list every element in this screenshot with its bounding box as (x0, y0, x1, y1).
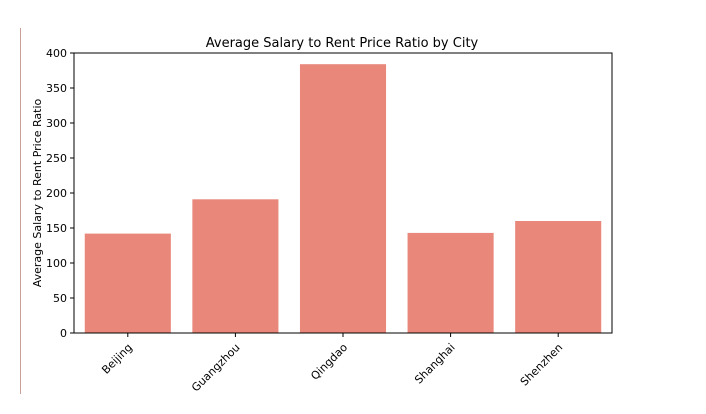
plot-area: 0 50 100 150 200 250 300 350 400 Beijing Guangzhou… (46, 47, 602, 394)
bar-beijing (84, 233, 171, 333)
y-tick-label: 200 (46, 187, 67, 200)
bar-guangzhou (192, 199, 279, 333)
bar-shenzhen (515, 221, 602, 333)
x-tick-label-beijing: Beijing (99, 341, 135, 377)
y-tick-label: 300 (46, 117, 67, 130)
y-tick-label: 100 (46, 257, 67, 270)
y-tick-label: 150 (46, 222, 67, 235)
y-tick-label: 250 (46, 152, 67, 165)
x-tick-label-guangzhou: Guangzhou (189, 341, 242, 394)
bar-shanghai (407, 232, 494, 333)
x-tick-label-shanghai: Shanghai (412, 341, 458, 387)
y-tick-label: 400 (46, 47, 67, 60)
x-tick-label-shenzhen: Shenzhen (518, 341, 566, 389)
page-left-rule (20, 28, 21, 394)
y-axis-label: Average Salary to Rent Price Ratio (31, 98, 44, 287)
y-tick-label: 350 (46, 82, 67, 95)
plot-frame (73, 52, 613, 334)
chart-title: Average Salary to Rent Price Ratio by Ci… (206, 36, 479, 51)
bar-qingdao (299, 64, 387, 333)
y-tick-label: 50 (53, 292, 67, 305)
x-tick-label-qingdao: Qingdao (308, 341, 350, 383)
y-tick-label: 0 (60, 327, 67, 340)
